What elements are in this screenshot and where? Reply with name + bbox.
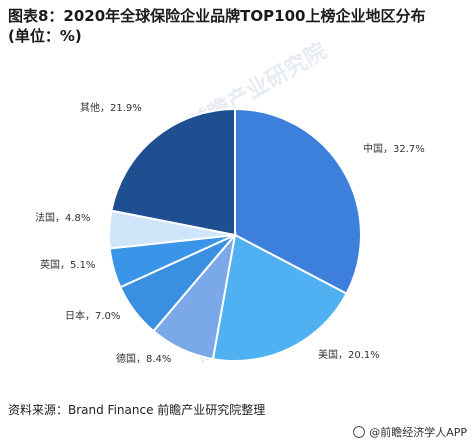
pie-slice-0	[234, 107, 362, 295]
slice-label-4: 英国，5.1%	[40, 258, 95, 271]
pie-slice-6	[110, 107, 236, 237]
chart-title-line1: 图表8：2020年全球保险企业品牌TOP100上榜企业地区分布	[8, 7, 426, 25]
slice-label-0: 中国，32.7%	[363, 142, 425, 155]
slice-label-5: 法国，4.8%	[35, 211, 90, 224]
slice-label-6: 其他，21.9%	[80, 101, 142, 114]
slice-label-3: 日本，7.0%	[65, 309, 120, 322]
brand-credit: @前瞻经济学人APP	[353, 424, 467, 440]
chart-title: 图表8：2020年全球保险企业品牌TOP100上榜企业地区分布 (单位：%)	[8, 6, 468, 46]
pie-labels: 中国，32.7% 美国，20.1% 德国，8.4% 日本，7.0% 英国，5.1% 法国，…	[35, 101, 425, 365]
slice-label-2: 德国，8.4%	[116, 352, 171, 365]
pie-slice-1	[211, 233, 348, 362]
chart-title-line2: (单位：%)	[8, 27, 82, 45]
source-note: 资料来源：Brand Finance 前瞻产业研究院整理	[8, 403, 266, 417]
brand-logo-icon	[353, 426, 366, 438]
pie-slices	[108, 107, 362, 362]
slice-label-1: 美国，20.1%	[318, 348, 380, 361]
brand-text: @前瞻经济学人APP	[369, 426, 467, 439]
